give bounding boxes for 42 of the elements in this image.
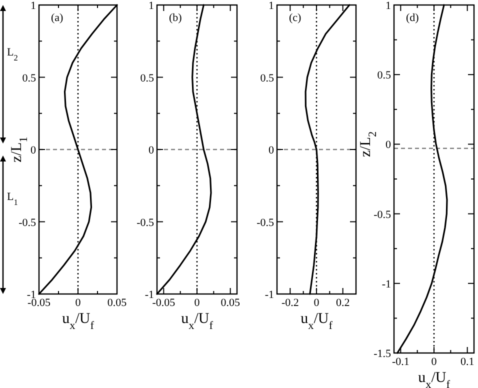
y-tick-label: -1 xyxy=(144,289,154,301)
y-tick-label: 0.5 xyxy=(377,70,392,82)
y-tick-label: 0.5 xyxy=(260,72,274,84)
y-tick-label: -1 xyxy=(382,278,391,290)
y-tick-label: 0 xyxy=(268,144,274,156)
x-axis-title: u$_{x}$/U$_{f}$ xyxy=(62,311,94,332)
y-tick-label: 1 xyxy=(30,0,36,12)
y-tick-label: 0 xyxy=(148,144,154,156)
x-tick-label: 0 xyxy=(431,356,438,368)
x-tick-label: 0.1 xyxy=(460,356,474,368)
y-tick-label: -0.5 xyxy=(18,216,36,229)
x-tick-label: 0.05 xyxy=(107,297,128,309)
y-tick-label: 1 xyxy=(268,0,274,12)
y-tick-label: -1.5 xyxy=(374,348,392,360)
x-tick-label: 0.2 xyxy=(336,297,350,309)
x-axis-title: u$_{x}$/U$_{f}$ xyxy=(181,311,214,332)
y-tick-label: 0 xyxy=(30,144,36,156)
annotation: (b) xyxy=(169,12,182,24)
y-tick-label: 1 xyxy=(148,0,154,12)
x-tick-label: -0.2 xyxy=(281,297,299,309)
x-tick-label: 0 xyxy=(75,297,82,309)
y-tick-label: -0.5 xyxy=(256,216,274,229)
x-tick-label: 0 xyxy=(314,297,320,309)
x-axis-title: u$_{x}$/U$_{f}$ xyxy=(418,370,450,388)
x-tick-label: -0.1 xyxy=(392,356,410,368)
x-tick-label: 0 xyxy=(194,297,200,309)
y-tick-label: 0.5 xyxy=(22,72,36,84)
x-tick-label: -0.05 xyxy=(28,297,51,309)
text: L$_{2}$ xyxy=(7,46,18,62)
annotation: (d) xyxy=(406,12,420,24)
y-tick-label: 0 xyxy=(386,139,392,152)
y-tick-label: -0.5 xyxy=(374,208,392,221)
y-tick-label: -1 xyxy=(264,289,274,301)
y-tick-label: -0.5 xyxy=(136,216,154,229)
x-tick-label: -0.05 xyxy=(152,297,176,309)
y-tick-label: 0.5 xyxy=(140,72,154,84)
x-tick-label: 0.05 xyxy=(220,297,240,309)
annotation: (a) xyxy=(51,12,64,24)
x-axis-title: u$_{x}$/U$_{f}$ xyxy=(300,311,333,332)
text: L$_{1}$ xyxy=(7,191,18,207)
y-tick-label: 1 xyxy=(386,0,391,12)
annotation: (c) xyxy=(289,12,302,24)
